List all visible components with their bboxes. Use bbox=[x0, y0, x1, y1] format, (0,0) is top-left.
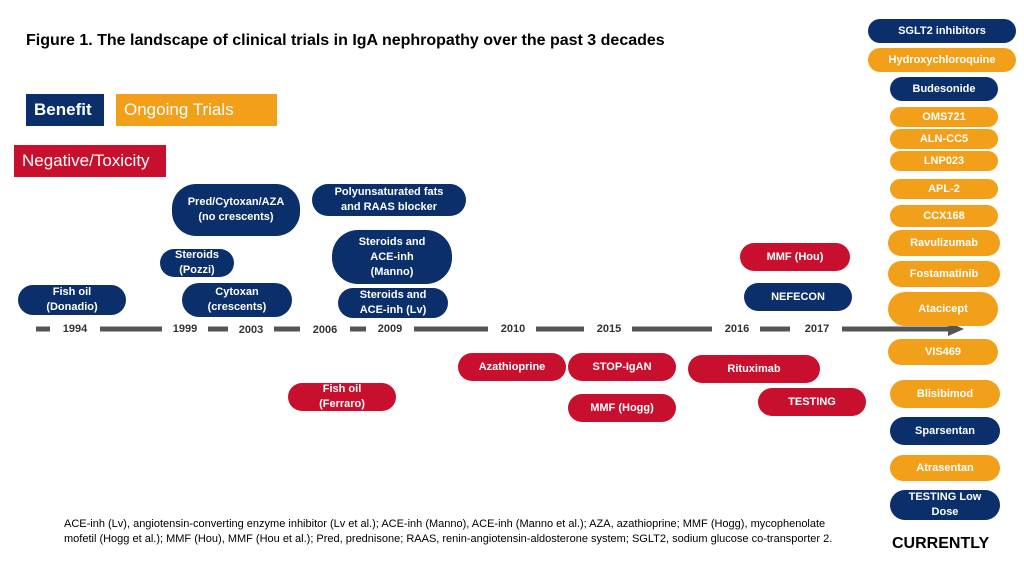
legend-ongoing-trials: Ongoing Trials bbox=[116, 94, 277, 126]
trial-nefecon: NEFECON bbox=[744, 283, 852, 311]
current-atacicept: Atacicept bbox=[888, 292, 998, 326]
current-sparsentan: Sparsentan bbox=[890, 417, 1000, 445]
current-testing-low-dose: TESTING Low Dose bbox=[890, 490, 1000, 520]
current-ravulizumab: Ravulizumab bbox=[888, 230, 1000, 256]
trial-steroids-pozzi: Steroids (Pozzi) bbox=[160, 249, 234, 277]
trial-cytoxan-crescents: Cytoxan (crescents) bbox=[182, 283, 292, 317]
trial-stop-igan: STOP-IgAN bbox=[568, 353, 676, 381]
legend-benefit: Benefit bbox=[26, 94, 104, 126]
trial-testing: TESTING bbox=[758, 388, 866, 416]
year-2003: 2003 bbox=[238, 324, 264, 336]
year-2015: 2015 bbox=[596, 323, 622, 335]
current-apl-2: APL-2 bbox=[890, 179, 998, 199]
legend-negative-toxicity: Negative/Toxicity bbox=[14, 145, 166, 177]
trial-azathioprine: Azathioprine bbox=[458, 353, 566, 381]
trial-steroids-ace-inh-manno: Steroids and ACE-inh (Manno) bbox=[332, 230, 452, 284]
current-atrasentan: Atrasentan bbox=[890, 455, 1000, 481]
current-aln-cc5: ALN-CC5 bbox=[890, 129, 998, 149]
current-blisibimod: Blisibimod bbox=[890, 380, 1000, 408]
trial-mmf-hou: MMF (Hou) bbox=[740, 243, 850, 271]
year-1994: 1994 bbox=[62, 323, 88, 335]
footnote: ACE-inh (Lv), angiotensin-converting enz… bbox=[64, 518, 833, 545]
figure-title: Figure 1. The landscape of clinical tria… bbox=[26, 32, 665, 49]
current-vis469: VIS469 bbox=[888, 339, 998, 365]
trial-fish-oil-donadio: Fish oil (Donadio) bbox=[18, 285, 126, 315]
current-sglt2-inhibitors: SGLT2 inhibitors bbox=[868, 19, 1016, 43]
year-2006: 2006 bbox=[312, 324, 338, 336]
currently-label: CURRENTLY bbox=[892, 535, 990, 552]
current-lnp023: LNP023 bbox=[890, 151, 998, 171]
trial-polyunsaturated-fats-raas: Polyunsaturated fats and RAAS blocker bbox=[312, 184, 466, 216]
current-budesonide: Budesonide bbox=[890, 77, 998, 101]
year-2016: 2016 bbox=[724, 323, 750, 335]
trial-steroids-ace-inh-lv: Steroids and ACE-inh (Lv) bbox=[338, 288, 448, 318]
year-2009: 2009 bbox=[377, 323, 403, 335]
current-fostamatinib: Fostamatinib bbox=[888, 261, 1000, 287]
year-2017: 2017 bbox=[804, 323, 830, 335]
current-oms721: OMS721 bbox=[890, 107, 998, 127]
current-hydroxychloroquine: Hydroxychloroquine bbox=[868, 48, 1016, 72]
year-1999: 1999 bbox=[172, 323, 198, 335]
current-ccx168: CCX168 bbox=[890, 205, 998, 227]
trial-mmf-hogg: MMF (Hogg) bbox=[568, 394, 676, 422]
year-2010: 2010 bbox=[500, 323, 526, 335]
trial-fish-oil-ferraro: Fish oil (Ferraro) bbox=[288, 383, 396, 411]
trial-pred-cytoxan-aza: Pred/Cytoxan/AZA (no crescents) bbox=[172, 184, 300, 236]
trial-rituximab: Rituximab bbox=[688, 355, 820, 383]
